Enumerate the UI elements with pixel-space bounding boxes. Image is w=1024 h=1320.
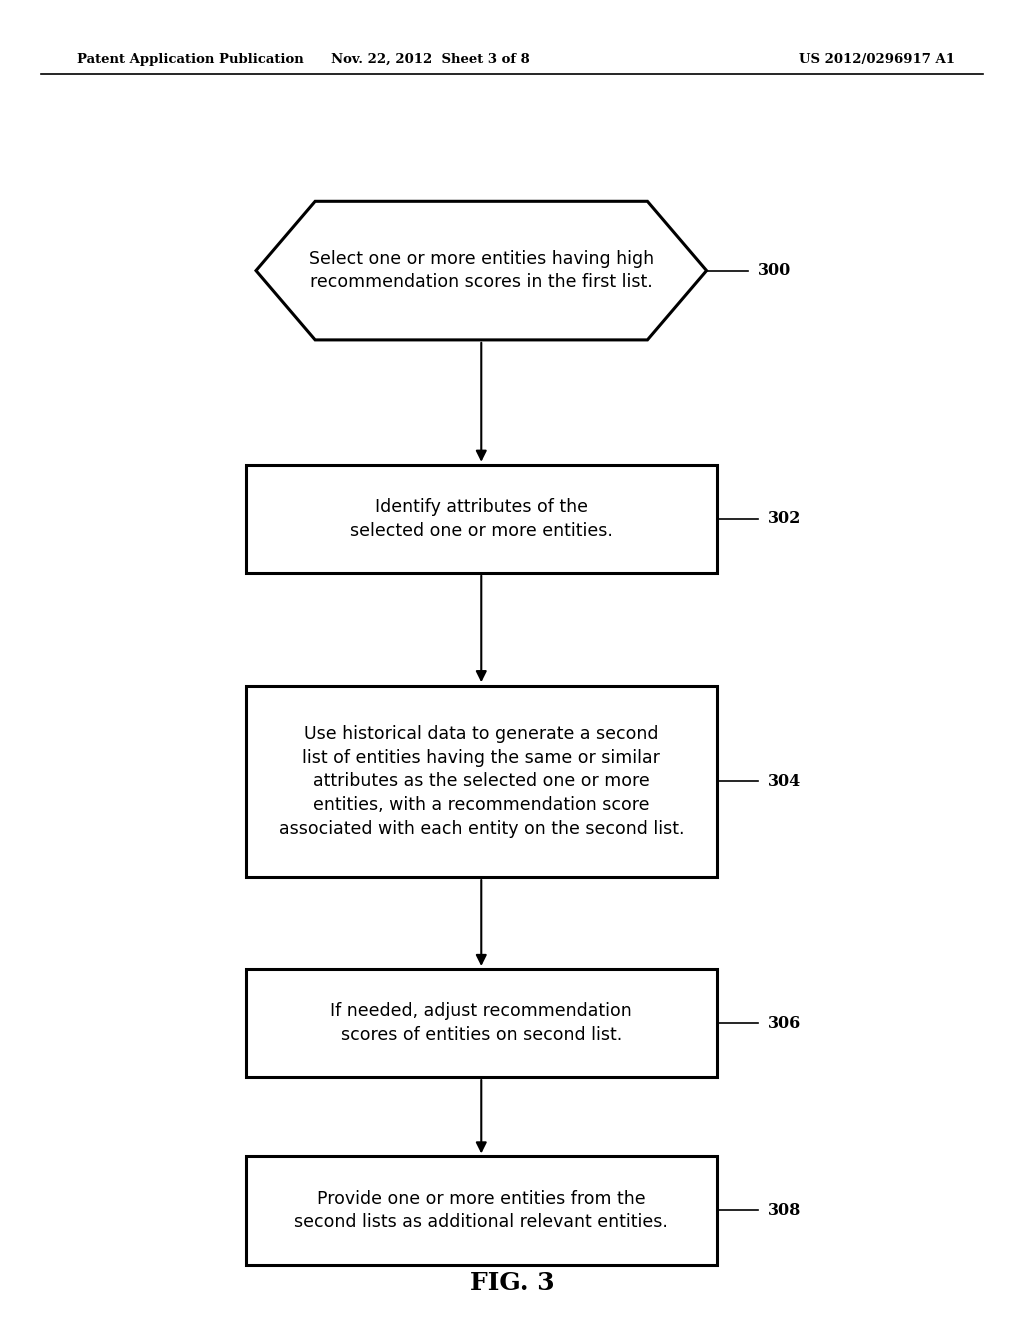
Text: If needed, adjust recommendation
scores of entities on second list.: If needed, adjust recommendation scores … [331, 1002, 632, 1044]
Text: Nov. 22, 2012  Sheet 3 of 8: Nov. 22, 2012 Sheet 3 of 8 [331, 53, 529, 66]
Text: 304: 304 [768, 774, 801, 789]
Text: 300: 300 [758, 263, 791, 279]
Text: 302: 302 [768, 511, 802, 527]
Text: Select one or more entities having high
recommendation scores in the first list.: Select one or more entities having high … [308, 249, 654, 292]
Text: Identify attributes of the
selected one or more entities.: Identify attributes of the selected one … [350, 498, 612, 540]
Text: FIG. 3: FIG. 3 [470, 1271, 554, 1295]
Polygon shape [256, 201, 707, 339]
Text: US 2012/0296917 A1: US 2012/0296917 A1 [799, 53, 954, 66]
Bar [246, 969, 717, 1077]
Text: 308: 308 [768, 1203, 802, 1218]
Text: Patent Application Publication: Patent Application Publication [77, 53, 303, 66]
Bar [246, 1156, 717, 1265]
Text: Provide one or more entities from the
second lists as additional relevant entiti: Provide one or more entities from the se… [294, 1189, 669, 1232]
Bar [246, 465, 717, 573]
Text: 306: 306 [768, 1015, 801, 1031]
Text: Use historical data to generate a second
list of entities having the same or sim: Use historical data to generate a second… [279, 725, 684, 838]
Bar [246, 686, 717, 878]
